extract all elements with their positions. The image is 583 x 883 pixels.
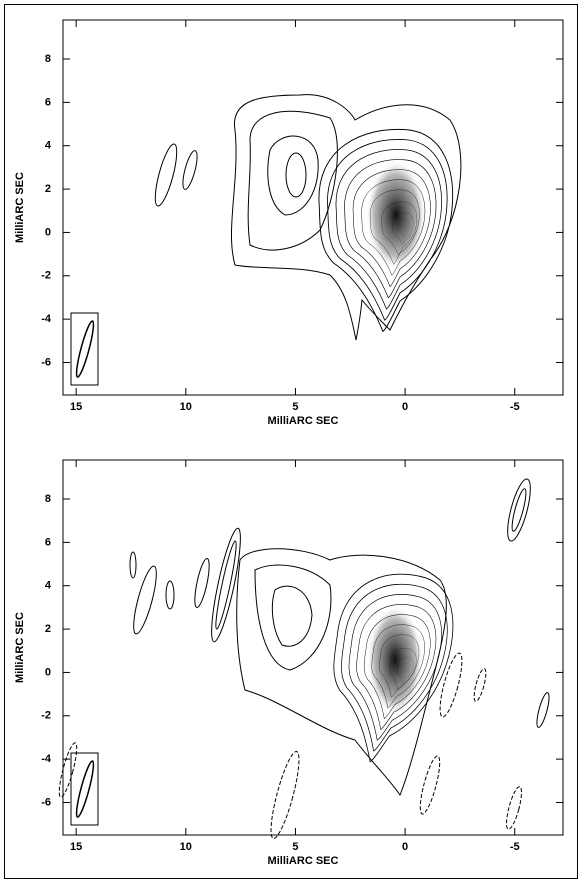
contour — [206, 527, 246, 644]
panel-top — [63, 20, 563, 395]
y-tick-label: -4 — [41, 313, 52, 325]
y-tick-label: 0 — [45, 226, 51, 238]
x-tick-label: 15 — [70, 401, 82, 413]
x-tick-label: -5 — [510, 841, 520, 853]
x-tick-label: 5 — [292, 841, 298, 853]
contour — [192, 558, 212, 609]
y-tick-label: 0 — [45, 666, 51, 678]
contour — [166, 581, 174, 609]
y-tick-label: 8 — [45, 493, 51, 505]
figure: 15 10 5 0 -5 8 6 4 2 0 -2 -4 -6 MilliARC SEC MilliARC … — [0, 0, 583, 883]
y-tick-label: 4 — [45, 580, 52, 592]
contour — [151, 142, 181, 207]
x-tick-label: 5 — [292, 401, 298, 413]
plot-frame — [63, 460, 563, 835]
y-tick-label: -6 — [41, 356, 51, 368]
y-tick-label: 6 — [45, 96, 51, 108]
y-axis-label: MilliARC SEC — [14, 172, 26, 243]
y-tick-label: -6 — [41, 796, 51, 808]
contour — [255, 565, 331, 670]
x-tick-label: 0 — [402, 401, 408, 413]
contour — [272, 586, 312, 646]
negative-contour — [416, 754, 443, 815]
y-tick-label: -2 — [41, 710, 51, 722]
contour — [534, 692, 551, 729]
negative-contour — [503, 785, 524, 830]
x-tick-label: 15 — [70, 841, 82, 853]
contour — [503, 477, 535, 543]
negative-contour — [436, 651, 467, 718]
x-tick-label: 10 — [180, 841, 192, 853]
x-tick-label: 10 — [180, 401, 192, 413]
y-tick-label: 2 — [45, 183, 51, 195]
beam — [74, 760, 97, 818]
y-tick-label: -4 — [41, 753, 52, 765]
contour — [286, 153, 306, 197]
contour — [129, 564, 161, 635]
y-tick-label: 6 — [45, 536, 51, 548]
contour — [231, 95, 460, 340]
x-tick-label: -5 — [510, 401, 520, 413]
x-axis-label: MilliARC SEC — [268, 415, 339, 427]
y-tick-label: 4 — [45, 140, 52, 152]
y-tick-label: 2 — [45, 623, 51, 635]
contour — [130, 552, 136, 578]
outer-frame — [5, 5, 578, 879]
beam — [74, 320, 97, 378]
contour — [248, 111, 337, 250]
y-tick-label: 8 — [45, 53, 51, 65]
page: {"chart_data": [ {"type": "contour", "xl… — [0, 0, 583, 883]
y-tick-label: -2 — [41, 270, 51, 282]
contour — [268, 136, 318, 215]
contour — [180, 149, 200, 190]
contour — [509, 488, 528, 533]
y-axis-label: MilliARC SEC — [14, 612, 26, 683]
plot-frame — [63, 20, 563, 395]
negative-contour — [266, 749, 305, 840]
x-tick-label: 0 — [402, 841, 408, 853]
x-axis-label: MilliARC SEC — [268, 855, 339, 867]
negative-contour — [472, 668, 489, 703]
intensity-shading — [366, 160, 426, 270]
negative-contour — [56, 742, 80, 799]
panel-bottom — [56, 460, 563, 841]
